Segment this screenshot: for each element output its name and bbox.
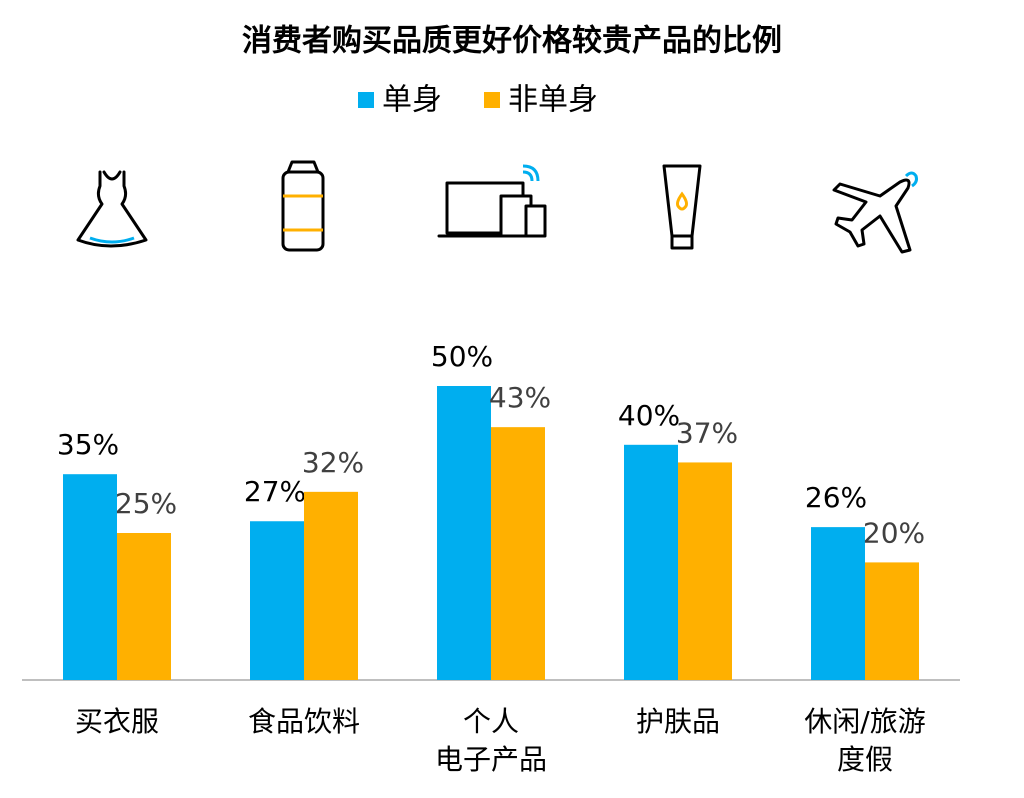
tube-icon <box>662 164 702 250</box>
legend-swatch <box>484 92 500 108</box>
value-label: 27% <box>244 475 306 508</box>
value-label: 50% <box>431 340 493 373</box>
plane-icon <box>832 171 918 254</box>
value-label: 25% <box>115 487 177 520</box>
legend-label: 非单身 <box>508 83 598 118</box>
bar <box>63 474 117 680</box>
bar <box>624 444 678 680</box>
x-tick-label: 买衣服 <box>74 705 159 738</box>
value-label: 26% <box>805 481 867 514</box>
bar <box>865 562 919 680</box>
x-tick-label: 休闲/旅游 度假 <box>804 705 926 776</box>
legend-label: 单身 <box>382 83 442 118</box>
icons <box>76 160 918 254</box>
bar <box>678 462 732 680</box>
value-label: 20% <box>863 516 925 549</box>
value-label: 37% <box>676 416 738 449</box>
x-tick-label: 护肤品 <box>635 705 720 738</box>
bar <box>304 491 358 680</box>
bar <box>811 527 865 680</box>
bar <box>491 427 545 680</box>
legend-swatch <box>358 92 374 108</box>
bar <box>437 386 491 680</box>
can-icon <box>281 160 325 252</box>
bar <box>250 521 304 680</box>
value-label: 35% <box>57 428 119 461</box>
x-tick-label: 食品饮料 <box>247 705 360 738</box>
chart-title: 消费者购买品质更好价格较贵产品的比例 <box>242 24 782 59</box>
devices-icon <box>437 164 547 238</box>
x-tick-label: 个人 电子产品 <box>434 705 547 776</box>
bar <box>117 533 171 680</box>
dress-icon <box>76 170 148 248</box>
value-label: 32% <box>302 446 364 479</box>
value-label: 43% <box>489 381 551 414</box>
value-label: 40% <box>618 399 680 432</box>
